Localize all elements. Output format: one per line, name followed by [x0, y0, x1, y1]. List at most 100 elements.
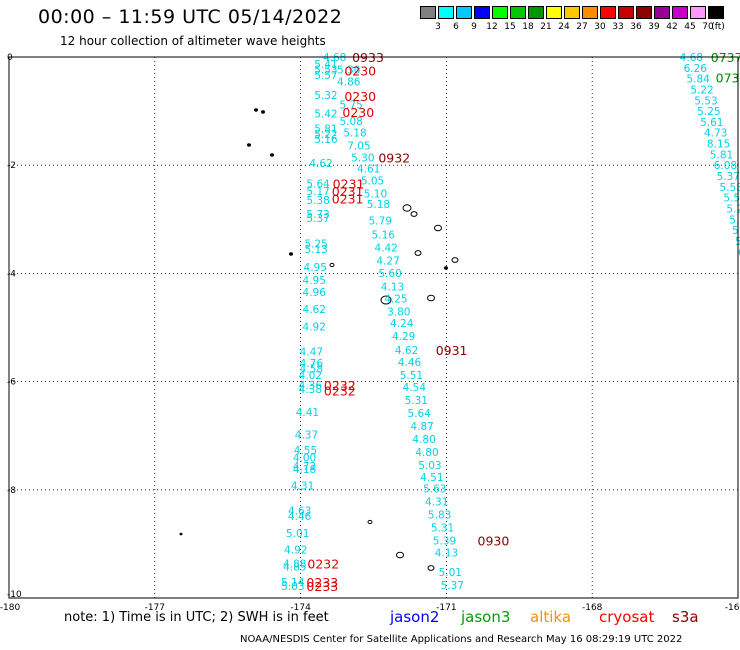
- pass-time-label: 0231: [332, 184, 364, 199]
- swh-value: 4.38: [299, 384, 322, 396]
- lat-label: -10: [7, 590, 22, 600]
- swh-value: 4.46: [398, 357, 422, 369]
- swh-value: 8.15: [707, 139, 730, 151]
- swh-value: 5.30: [337, 64, 360, 76]
- pass-time-label: 0932: [378, 151, 410, 166]
- legend-s3a: s3a: [672, 608, 699, 626]
- swh-value: 5.25: [304, 239, 327, 251]
- island-outline: [270, 153, 274, 157]
- swh-value: 4.95: [304, 262, 327, 274]
- legend-swatch: [654, 6, 670, 19]
- swh-value: 4.41: [296, 407, 319, 419]
- swh-value: 4.68: [680, 52, 703, 64]
- island-outline: [261, 110, 265, 114]
- pass-time-labels: 0933023002300230093202310231023109310232…: [306, 50, 740, 594]
- swh-value: 5.37: [306, 213, 329, 225]
- legend-swatch: [600, 6, 616, 19]
- swh-value: 4.00: [293, 452, 316, 464]
- swh-value: 5.38: [306, 195, 329, 207]
- pass-time-label: 0931: [436, 343, 468, 358]
- pass-time-label: 0231: [332, 192, 364, 207]
- swh-value: 5.17: [306, 186, 329, 198]
- legend-bin-label: 15: [504, 22, 516, 32]
- legend-bin-label: 36: [630, 22, 642, 32]
- swh-value: 4.36: [299, 380, 323, 392]
- legend-swatch: [510, 6, 526, 19]
- island-outline: [247, 143, 251, 147]
- swh-value: 4.73: [704, 128, 727, 140]
- swh-value: 5.16: [314, 134, 338, 146]
- legend-swatch: [636, 6, 652, 19]
- swh-value: 5.03: [418, 460, 441, 472]
- swh-value: 5.41: [314, 59, 337, 71]
- legend-bin-label: 70: [702, 22, 714, 32]
- legend-altika: altika: [530, 608, 572, 626]
- island-outline: [451, 257, 459, 263]
- swh-value: 5.37: [717, 171, 740, 183]
- swh-value: 6.08: [714, 160, 737, 172]
- legend-jason2: jason2: [390, 608, 440, 626]
- swh-value: 4.92: [284, 544, 307, 556]
- swh-value: 4.46: [288, 511, 312, 523]
- swh-value: 5.01: [286, 528, 309, 540]
- legend-bin-label: 9: [471, 22, 477, 32]
- swh-value: 5.08: [339, 116, 362, 128]
- swh-value: 5.37: [441, 580, 464, 592]
- island-outline: [410, 211, 418, 217]
- swh-value: 5.59: [732, 225, 740, 237]
- color-legend: 3 6 9 12 15 18 21 24 27 30 33 36 39 42 45 70 (ft): [420, 6, 728, 34]
- legend-bin-label: 24: [558, 22, 570, 32]
- swh-value: 5.60: [378, 268, 401, 280]
- swh-value: 4.13: [435, 548, 458, 560]
- swh-value: 4.85: [283, 562, 306, 574]
- swh-value: 4.42: [374, 242, 397, 254]
- lat-label: -8: [7, 486, 16, 496]
- swh-value: 4.76: [300, 358, 324, 370]
- swh-value: 4.02: [299, 370, 322, 382]
- swh-value: 4.61: [357, 163, 380, 175]
- legend-cryosat: cryosat: [599, 608, 655, 626]
- island-outline: [414, 250, 422, 256]
- legend-swatch: [672, 6, 688, 19]
- swh-value: 5.81: [314, 123, 337, 135]
- swh-value: 4.86: [337, 76, 361, 88]
- swh-value: 5.57: [314, 70, 337, 82]
- swh-value: 4.58: [300, 364, 323, 376]
- swh-value: 5.53: [314, 64, 337, 76]
- lon-label: -180: [0, 603, 20, 613]
- legend-bin-label: 39: [648, 22, 660, 32]
- swh-value: 5.81: [710, 149, 733, 161]
- swh-value: 6.1: [738, 247, 740, 259]
- swh-value: 4.47: [300, 346, 323, 358]
- legend-swatch: [456, 6, 472, 19]
- pass-time-label: 0233: [306, 579, 338, 594]
- swh-value: 4.24: [390, 318, 414, 330]
- swh-value: 5.64: [306, 179, 330, 191]
- pass-time-label: 0232: [324, 378, 356, 393]
- swh-value: 4.63: [288, 505, 311, 517]
- lon-label: -177: [145, 603, 165, 613]
- map-title: 00:00 – 11:59 UTC 05/14/2022: [38, 6, 343, 28]
- swh-value: 5.75: [339, 100, 362, 112]
- pass-time-label: 0930: [478, 534, 510, 549]
- swh-value: 5.30: [351, 153, 374, 165]
- swh-value: 4.55: [294, 445, 317, 457]
- swh-value: 5.58: [720, 182, 740, 194]
- swh-value: 5.61: [700, 117, 723, 129]
- swh-value: 5.31: [431, 523, 454, 535]
- swh-value: 3.80: [387, 306, 410, 318]
- swh-value: 4.62: [309, 158, 332, 170]
- legend-bin-label: 33: [612, 22, 624, 32]
- island-outline: [434, 224, 442, 232]
- legend-swatch: [474, 6, 490, 19]
- swh-value: 5.32: [314, 90, 337, 102]
- island-outline: [427, 294, 435, 302]
- swh-value: 4.92: [303, 321, 326, 333]
- swh-value: 4.95: [303, 275, 326, 287]
- swh-value: 4.18: [293, 464, 316, 476]
- pass-time-label: 0231: [333, 177, 365, 192]
- island-outline: [289, 252, 293, 256]
- swh-value: 5.84: [686, 74, 710, 86]
- swh-value: 6.26: [684, 63, 708, 75]
